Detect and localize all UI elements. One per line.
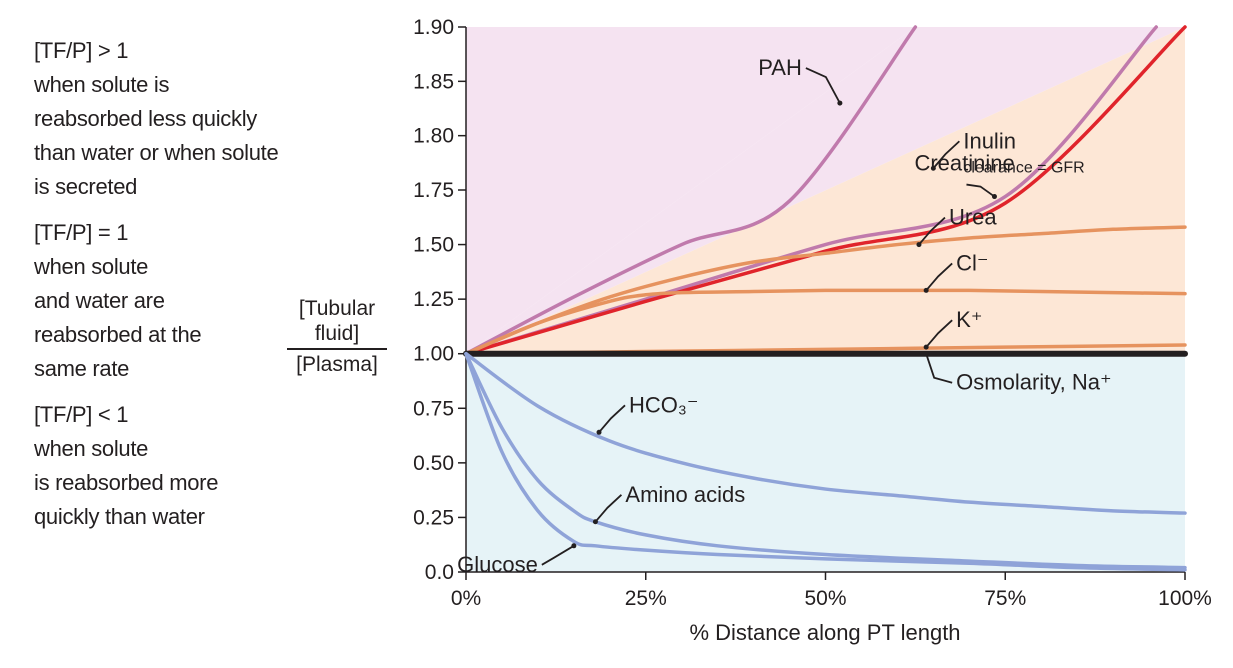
y-tick-label: 1.75 <box>413 179 454 202</box>
label-leader-tip <box>924 351 929 356</box>
x-tick-label: 50% <box>804 587 846 610</box>
x-tick-label: 0% <box>451 587 481 610</box>
label-leader-tip <box>916 242 921 247</box>
y-tick-label: 1.00 <box>413 343 454 366</box>
label-leader-tip <box>924 345 929 350</box>
series-label: Glucose <box>457 552 538 577</box>
y-tick-label: 0.50 <box>413 452 454 475</box>
x-tick-label: 100% <box>1158 587 1212 610</box>
y-tick-label: 0.25 <box>413 506 454 529</box>
series-label: Amino acids <box>625 482 745 507</box>
label-leader-tip <box>571 543 576 548</box>
series-label: PAH <box>758 55 802 80</box>
y-tick-label: 1.80 <box>413 125 454 148</box>
y-tick-label: 1.25 <box>413 288 454 311</box>
series-label: Urea <box>949 205 997 230</box>
series-label: Cl⁻ <box>956 250 988 275</box>
y-tick-label: 1.85 <box>413 70 454 93</box>
series-label: HCO₃⁻ <box>629 392 698 417</box>
y-tick-label: 0.75 <box>413 397 454 420</box>
label-leader-tip <box>924 288 929 293</box>
series-label: Osmolarity, Na⁺ <box>956 370 1111 395</box>
y-tick-label: 1.50 <box>413 234 454 257</box>
label-leader-tip <box>992 194 997 199</box>
series-label: K⁺ <box>956 307 982 332</box>
x-axis-title: % Distance along PT length <box>689 620 960 645</box>
label-leader-tip <box>597 430 602 435</box>
series-sublabel: clearance = GFR <box>963 159 1084 176</box>
y-tick-label: 1.90 <box>413 16 454 39</box>
label-leader-tip <box>837 101 842 106</box>
label-leader-tip <box>931 166 936 171</box>
x-tick-label: 75% <box>984 587 1026 610</box>
y-tick-label: 0.0 <box>425 561 454 584</box>
series-label: Inulin <box>963 128 1016 153</box>
label-leader-tip <box>593 519 598 524</box>
x-tick-label: 25% <box>625 587 667 610</box>
